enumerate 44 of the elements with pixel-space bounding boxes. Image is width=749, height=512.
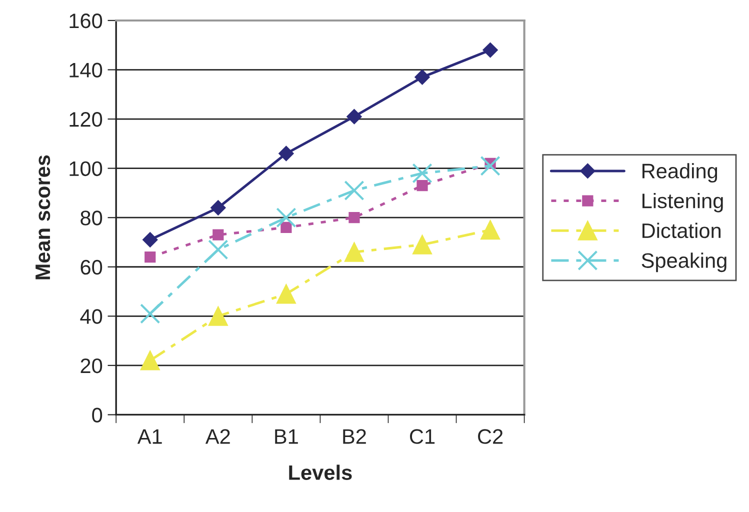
y-tick-label: 60 [80,260,102,275]
point [416,180,428,192]
point [480,156,500,176]
legend-label: Dictation [642,222,720,238]
point [278,146,294,162]
point [346,109,362,124]
point [348,212,360,224]
point [344,180,364,201]
point [280,222,292,234]
point [414,70,430,85]
point [482,42,498,58]
point [140,350,160,370]
point [140,304,160,324]
point [144,251,156,263]
point [412,234,432,254]
y-tick-label: 160 [70,13,102,28]
y-tick-label: 80 [80,210,102,226]
y-tick-label: 140 [70,62,102,78]
legend-label: Listening [642,192,723,212]
x-tick-label: A2 [205,429,230,444]
y-tick-label: 0 [92,408,102,422]
point [480,220,500,240]
y-tick-label: 20 [80,358,102,374]
x-tick-label: C2 [478,429,503,444]
x-tick-label: B2 [343,429,366,444]
legend-label: Reading [642,163,718,183]
x-tick-label: A1 [137,429,162,444]
point [276,284,296,304]
point [344,242,364,262]
legend-label: Speaking [642,252,726,272]
point [210,200,226,216]
y-tick-label: 100 [70,161,102,176]
x-tick-label: C1 [410,429,435,444]
x-axis-title: Levels [289,464,352,480]
point [412,163,432,184]
point [276,208,296,228]
x-tick-label: B1 [275,429,298,444]
y-axis-title: Mean scores [36,155,50,280]
point [208,240,228,260]
point [142,232,158,248]
y-tick-label: 40 [80,309,102,324]
point [212,229,224,240]
point [208,306,228,326]
y-tick-label: 120 [70,112,102,127]
